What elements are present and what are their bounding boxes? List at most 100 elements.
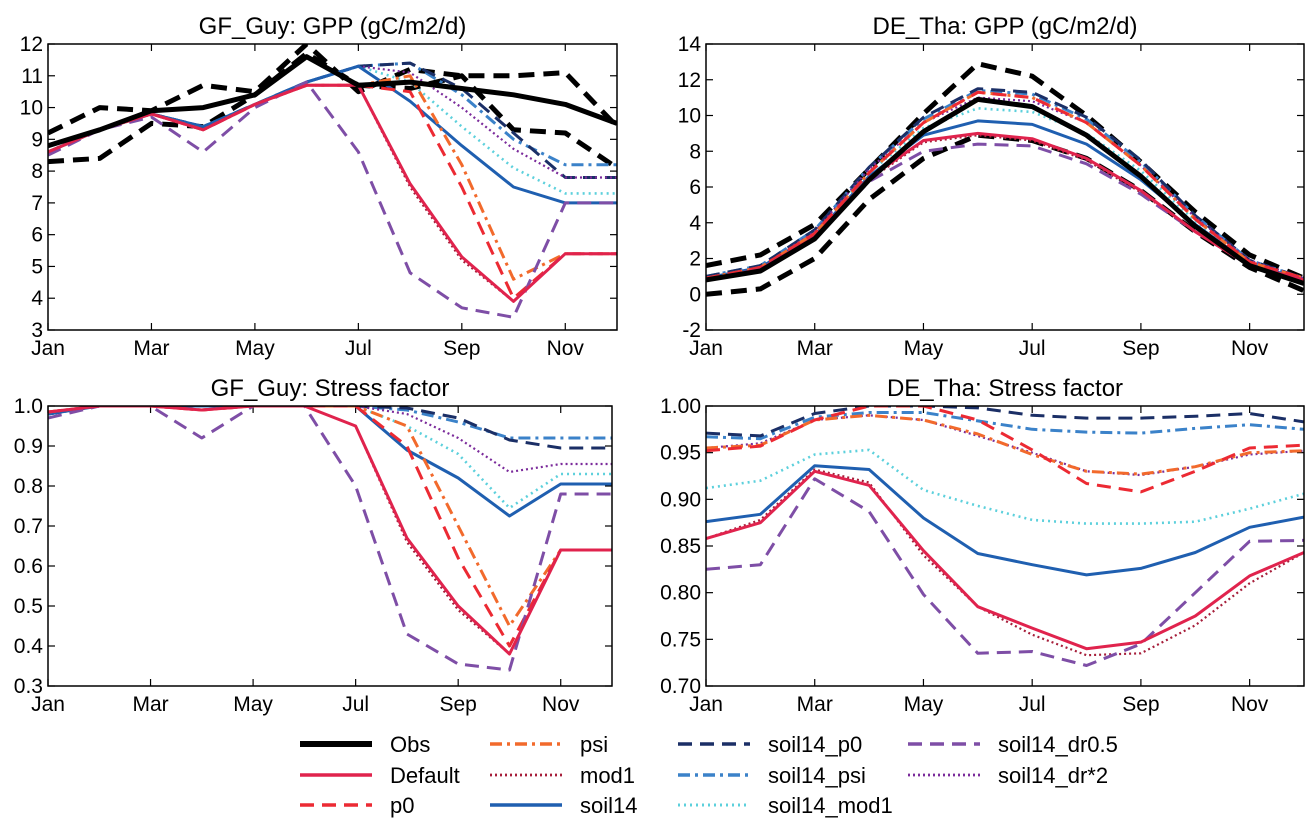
y-tick-label: 0.7 — [14, 515, 43, 538]
y-tick-label: 0.8 — [14, 475, 43, 498]
series-line-soil14 — [706, 464, 1304, 577]
x-tick-label: Mar — [132, 693, 168, 716]
series-line-psi — [48, 406, 612, 628]
series-line-soil14-dr0-5 — [706, 142, 1304, 282]
x-tick-label: May — [233, 693, 273, 716]
y-tick-label: 7 — [31, 192, 43, 215]
panel-2: DE_Tha: GPP (gC/m2/d) -2 0 2 4 6 8 10 12 14 Jan Mar… — [678, 13, 1305, 360]
series-line-soil14-psi — [48, 406, 612, 440]
series-line-default — [48, 406, 612, 656]
legend-item-psi: psi — [490, 732, 608, 757]
series-line-soil14-dr0-5 — [48, 406, 612, 672]
x-tick-label: Jul — [342, 693, 369, 716]
series-line-soil14-psi — [706, 89, 1304, 280]
y-tick-label: 5 — [31, 255, 43, 278]
series-line-soil14-p0 — [706, 87, 1304, 280]
series-line-psi — [48, 74, 617, 281]
x-tick-label: May — [904, 693, 944, 716]
y-tick-label: 0.5 — [14, 595, 43, 618]
series-line-psi — [706, 413, 1304, 476]
x-tick-label: Sep — [443, 337, 480, 360]
series-line-soil14-p0 — [706, 406, 1304, 438]
series-line-soil14-mod1 — [48, 406, 612, 510]
y-tick-label: -2 — [682, 319, 701, 342]
obs-band-lower — [706, 132, 1304, 297]
y-tick-label: 12 — [20, 33, 43, 56]
y-tick-label: 10 — [20, 97, 43, 120]
y-tick-label: 4 — [689, 212, 701, 235]
y-tick-label: 0.9 — [14, 435, 43, 458]
obs-band-upper — [48, 44, 617, 136]
x-tick-label: Nov — [547, 337, 585, 360]
y-tick-label: 14 — [678, 33, 702, 56]
series-line-mod1 — [706, 134, 1304, 281]
x-tick-label: Jan — [689, 337, 723, 360]
legend: Obs Default p0 psi mod1 soil14 soil14_p0 soil14… — [300, 732, 1118, 818]
panel-3: GF_Guy: Stress factor 0.3 0.4 0.5 0.6 0.7 0.8 0… — [14, 375, 613, 716]
x-tick-label: May — [235, 337, 275, 360]
legend-item-soil14-psi: soil14_psi — [678, 763, 866, 788]
series-line-obs — [48, 54, 617, 149]
axes-frame — [47, 405, 613, 687]
series-line-soil14-dr0-5 — [48, 80, 617, 319]
x-tick-label: Nov — [1231, 337, 1269, 360]
legend-item-default: Default — [300, 763, 460, 788]
series-line-soil14-mod1 — [706, 448, 1304, 525]
series-line-p0 — [706, 90, 1304, 280]
axes-frame — [705, 43, 1305, 331]
y-tick-label: 0.70 — [660, 675, 701, 698]
x-tick-label: May — [904, 337, 944, 360]
y-tick-label: 3 — [31, 319, 43, 342]
x-tick-label: Nov — [542, 693, 580, 716]
legend-label: soil14 — [580, 793, 637, 818]
x-tick-label: Jan — [689, 693, 723, 716]
x-tick-label: Jul — [345, 337, 372, 360]
y-tick-label: 6 — [689, 176, 701, 199]
legend-label: soil14_psi — [768, 763, 866, 788]
y-tick-label: 8 — [689, 140, 701, 163]
legend-label: soil14_dr0.5 — [998, 732, 1118, 757]
axes-frame — [705, 405, 1305, 687]
y-tick-label: 0.75 — [660, 628, 701, 651]
y-tick-label: 9 — [31, 128, 43, 151]
legend-label: Obs — [390, 732, 430, 757]
y-tick-label: 1.0 — [14, 395, 43, 418]
series-line-soil14-dr0-5 — [706, 477, 1304, 667]
x-tick-label: Jul — [1019, 693, 1046, 716]
series-line-p0 — [48, 406, 612, 648]
y-tick-label: 4 — [31, 287, 43, 310]
plot-area — [48, 406, 612, 672]
x-tick-label: Jul — [1019, 337, 1046, 360]
series-line-soil14-dr-2 — [706, 96, 1304, 280]
y-tick-label: 2 — [689, 248, 701, 271]
series-line-mod1 — [706, 468, 1304, 657]
legend-item-mod1: mod1 — [490, 763, 635, 788]
plot-area — [706, 61, 1304, 297]
series-line-soil14-psi — [706, 411, 1304, 441]
series-line-soil14-mod1 — [48, 64, 617, 195]
series-line-default — [706, 469, 1304, 651]
y-tick-label: 0.80 — [660, 582, 701, 605]
legend-item-obs: Obs — [300, 732, 430, 757]
x-tick-label: Jan — [31, 693, 65, 716]
y-tick-label: 0.3 — [14, 675, 43, 698]
y-tick-label: 0.85 — [660, 535, 701, 558]
x-tick-label: Jan — [31, 337, 65, 360]
x-tick-label: Sep — [1122, 337, 1159, 360]
y-tick-label: 10 — [678, 105, 701, 128]
legend-item-soil14-p0: soil14_p0 — [678, 732, 862, 757]
legend-item-soil14: soil14 — [490, 793, 637, 818]
y-tick-label: 0.95 — [660, 442, 701, 465]
y-tick-label: 0.90 — [660, 488, 701, 511]
panel-title: DE_Tha: GPP (gC/m2/d) — [873, 13, 1138, 40]
legend-label: soil14_dr*2 — [998, 763, 1108, 788]
panel-title: DE_Tha: Stress factor — [887, 375, 1123, 402]
y-tick-label: 8 — [31, 160, 43, 183]
y-tick-label: 12 — [678, 69, 701, 92]
obs-band-lower — [48, 51, 617, 170]
x-tick-label: Mar — [133, 337, 169, 360]
y-tick-label: 0.4 — [14, 635, 44, 658]
series-line-soil14 — [48, 406, 612, 518]
panel-4: DE_Tha: Stress factor 0.70 0.75 0.80 0.85 0.9… — [660, 375, 1305, 716]
